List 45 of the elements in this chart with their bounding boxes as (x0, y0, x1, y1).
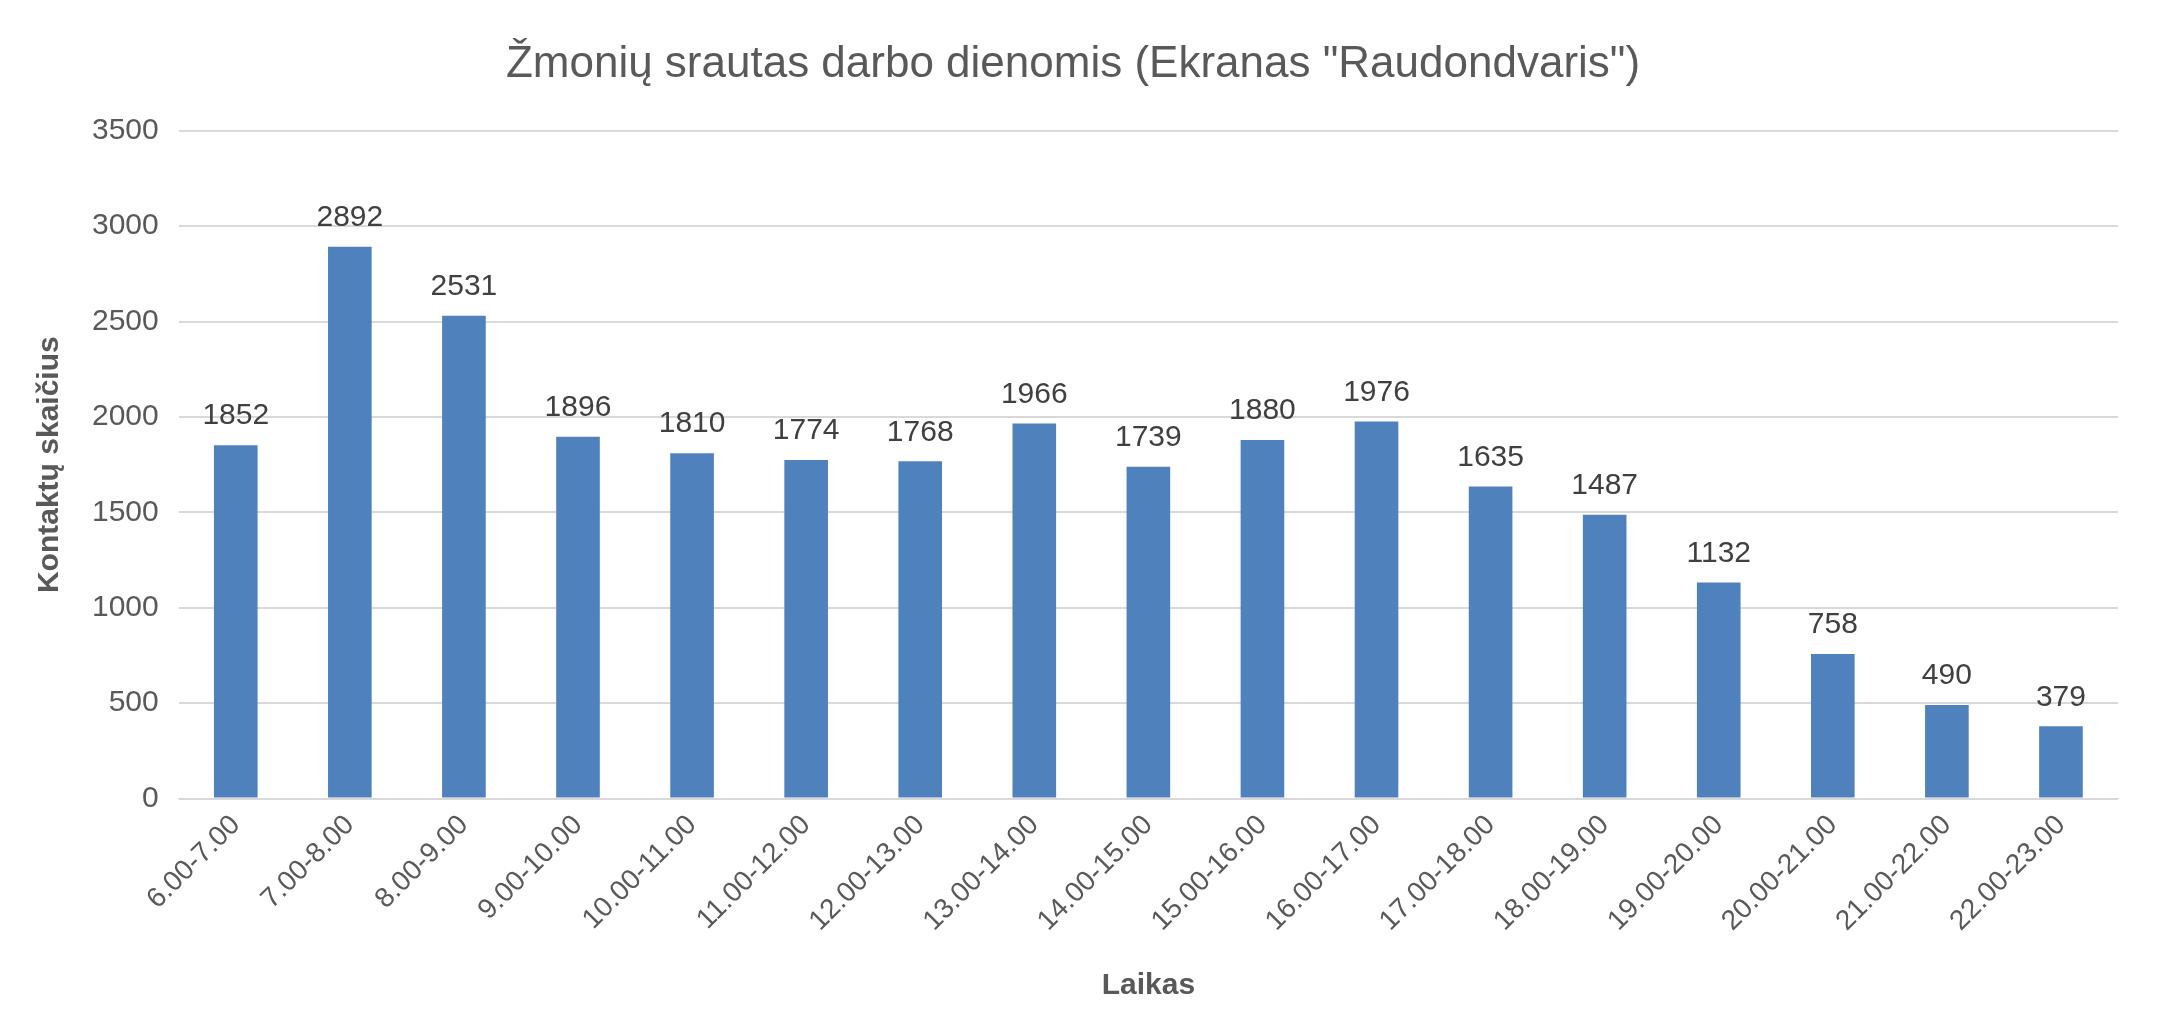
bar (442, 315, 486, 798)
bar (898, 461, 943, 798)
data-label: 1976 (1343, 373, 1410, 407)
y-tick-label: 0 (142, 779, 159, 813)
bar (2039, 726, 2083, 798)
data-label: 1635 (1457, 438, 1524, 472)
bar (1811, 653, 1855, 798)
y-tick-label: 2000 (91, 398, 159, 432)
bar (556, 436, 600, 798)
data-label: 1880 (1229, 392, 1296, 426)
data-label: 1487 (1571, 467, 1639, 501)
y-axis-title: Kontaktų skaičius (31, 336, 65, 594)
data-label: 1852 (202, 397, 270, 431)
data-label: 1739 (1114, 419, 1182, 453)
data-label: 1810 (658, 405, 726, 439)
x-axis-title: Laikas (1101, 967, 1196, 1001)
bar (1126, 466, 1171, 798)
data-label: 1768 (886, 413, 954, 447)
chart-title: Žmonių srautas darbo dienomis (Ekranas "Raudondvaris") (505, 36, 1641, 86)
y-tick-label: 3500 (91, 112, 159, 146)
bar (1468, 486, 1513, 798)
data-label: 1132 (1686, 534, 1751, 568)
data-label: 490 (1921, 657, 1972, 691)
data-label: 1896 (544, 389, 612, 423)
bar (1240, 439, 1285, 798)
bar (784, 460, 828, 798)
bar (1582, 514, 1627, 798)
bar (213, 445, 258, 798)
bar (1925, 705, 1969, 798)
y-tick-label: 500 (108, 684, 159, 718)
bar (1696, 582, 1741, 798)
bar (328, 246, 372, 798)
y-tick-label: 1500 (91, 493, 159, 527)
data-label: 2531 (430, 267, 498, 301)
y-tick-label: 2500 (91, 302, 159, 336)
data-label: 1774 (772, 412, 840, 446)
y-tick-label: 3000 (91, 207, 159, 241)
data-label: 1966 (1000, 375, 1068, 409)
bar (1354, 421, 1399, 798)
data-label: 758 (1807, 606, 1858, 640)
data-label: 379 (2035, 678, 2086, 712)
data-label: 2892 (316, 199, 384, 233)
y-tick-label: 1000 (91, 589, 159, 623)
bar (1012, 423, 1057, 798)
bar (670, 453, 714, 798)
